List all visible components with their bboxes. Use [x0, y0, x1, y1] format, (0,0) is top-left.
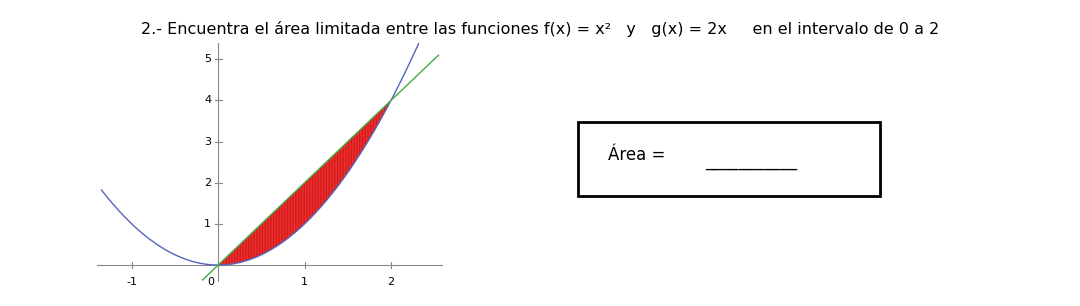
Text: 5: 5 — [204, 54, 212, 64]
Text: 3: 3 — [204, 136, 212, 147]
Text: 2.- Encuentra el área limitada entre las funciones f(x) = x²   y   g(x) = 2x    : 2.- Encuentra el área limitada entre las… — [140, 21, 940, 37]
Text: 0: 0 — [207, 278, 214, 287]
Text: -1: -1 — [126, 278, 137, 287]
Text: 2: 2 — [388, 278, 394, 287]
Text: 4: 4 — [204, 95, 212, 106]
Text: 1: 1 — [204, 219, 212, 229]
Text: ___________: ___________ — [705, 151, 797, 170]
Text: 2: 2 — [204, 178, 212, 188]
Text: 1: 1 — [301, 278, 308, 287]
FancyBboxPatch shape — [578, 122, 880, 196]
Text: Área =: Área = — [608, 147, 671, 164]
